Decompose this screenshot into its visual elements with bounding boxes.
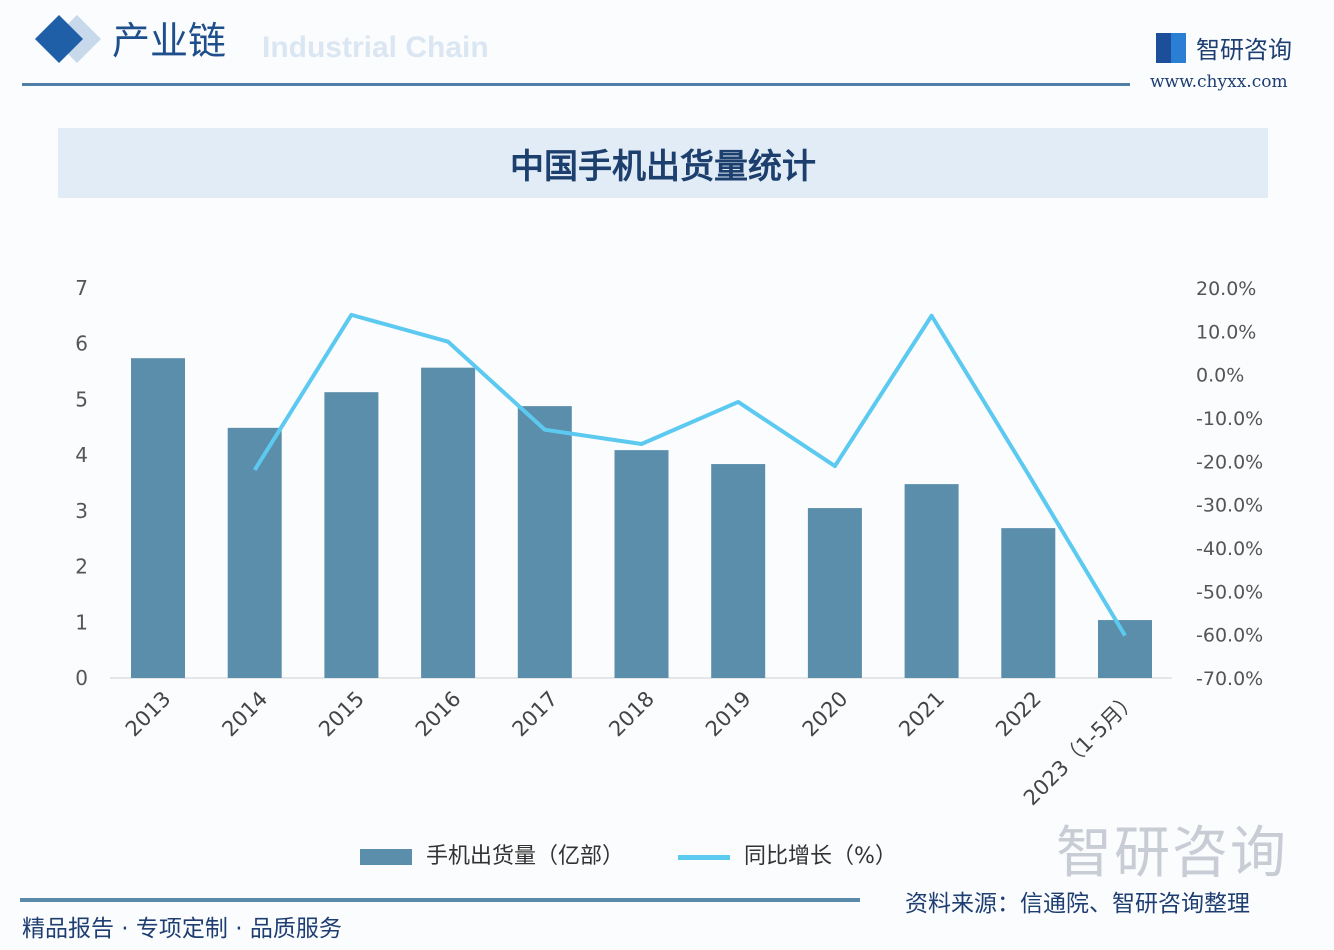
- legend-bar-swatch: [360, 849, 412, 865]
- left-axis-tick: 7: [75, 276, 88, 300]
- x-axis-tick: 2017: [508, 687, 563, 742]
- bar: [1001, 528, 1056, 678]
- footer-divider: [20, 898, 860, 902]
- bar: [807, 508, 862, 678]
- legend-line-swatch: [678, 854, 731, 860]
- x-axis-tick: 2020: [798, 687, 853, 742]
- right-axis-tick: -10.0%: [1196, 408, 1263, 430]
- bar: [421, 367, 476, 678]
- legend-line-label: 同比增长（%）: [744, 844, 897, 869]
- x-axis-tick: 2013: [121, 687, 176, 742]
- chart-title-band: 中国手机出货量统计: [58, 128, 1268, 198]
- bar: [517, 406, 572, 678]
- left-axis-tick: 2: [75, 555, 88, 579]
- bar: [131, 358, 185, 678]
- right-axis-tick: -40.0%: [1196, 538, 1263, 560]
- left-axis-tick: 3: [75, 499, 88, 523]
- right-axis-tick: 20.0%: [1196, 278, 1256, 300]
- growth-line: [253, 312, 1127, 637]
- bar: [904, 484, 959, 678]
- bar: [227, 427, 282, 678]
- right-axis-tick: -30.0%: [1196, 495, 1263, 517]
- x-axis-tick: 2015: [314, 687, 369, 742]
- bar: [614, 450, 669, 678]
- brand-logo-icon: [1156, 32, 1186, 63]
- source-note: 资料来源：信通院、智研咨询整理: [905, 891, 1250, 917]
- bar: [1098, 620, 1152, 678]
- left-axis-tick: 1: [75, 610, 88, 634]
- section-subtitle: Industrial Chain: [262, 31, 489, 64]
- watermark-logo: 智研咨询: [1056, 821, 1288, 886]
- left-axis-tick: 4: [75, 443, 88, 467]
- brand-url: www.chyxx.com: [1150, 72, 1288, 92]
- header-divider: [22, 83, 1130, 86]
- x-axis-tick: 2014: [217, 687, 272, 742]
- left-axis-tick: 0: [75, 666, 88, 690]
- bar: [324, 392, 379, 678]
- right-axis-tick: 0.0%: [1196, 365, 1244, 387]
- legend-bar-label: 手机出货量（亿部）: [426, 844, 625, 869]
- left-axis-tick: 6: [75, 332, 88, 356]
- brand-logo: 智研咨询: [1156, 30, 1292, 65]
- right-axis-tick: -50.0%: [1196, 581, 1263, 603]
- chart-title: 中国手机出货量统计: [510, 146, 816, 187]
- brand-name: 智研咨询: [1196, 36, 1292, 64]
- left-axis-tick: 5: [75, 387, 88, 411]
- right-axis-tick: -20.0%: [1196, 451, 1263, 473]
- x-axis-tick: 2022: [991, 687, 1046, 742]
- x-axis-tick: 2016: [411, 687, 466, 742]
- legend: 手机出货量（亿部） 同比增长（%）: [360, 843, 897, 871]
- right-axis-tick: 10.0%: [1196, 321, 1256, 343]
- bar: [711, 464, 766, 678]
- section-title: 产业链: [112, 19, 227, 63]
- right-axis-tick: -70.0%: [1196, 668, 1263, 690]
- slogan: 精品报告 · 专项定制 · 品质服务: [22, 916, 342, 942]
- x-axis-tick: 2019: [701, 687, 756, 742]
- x-axis-tick: 2018: [604, 687, 659, 742]
- x-axis-tick: 2021: [894, 687, 949, 742]
- right-axis-tick: -60.0%: [1196, 625, 1263, 647]
